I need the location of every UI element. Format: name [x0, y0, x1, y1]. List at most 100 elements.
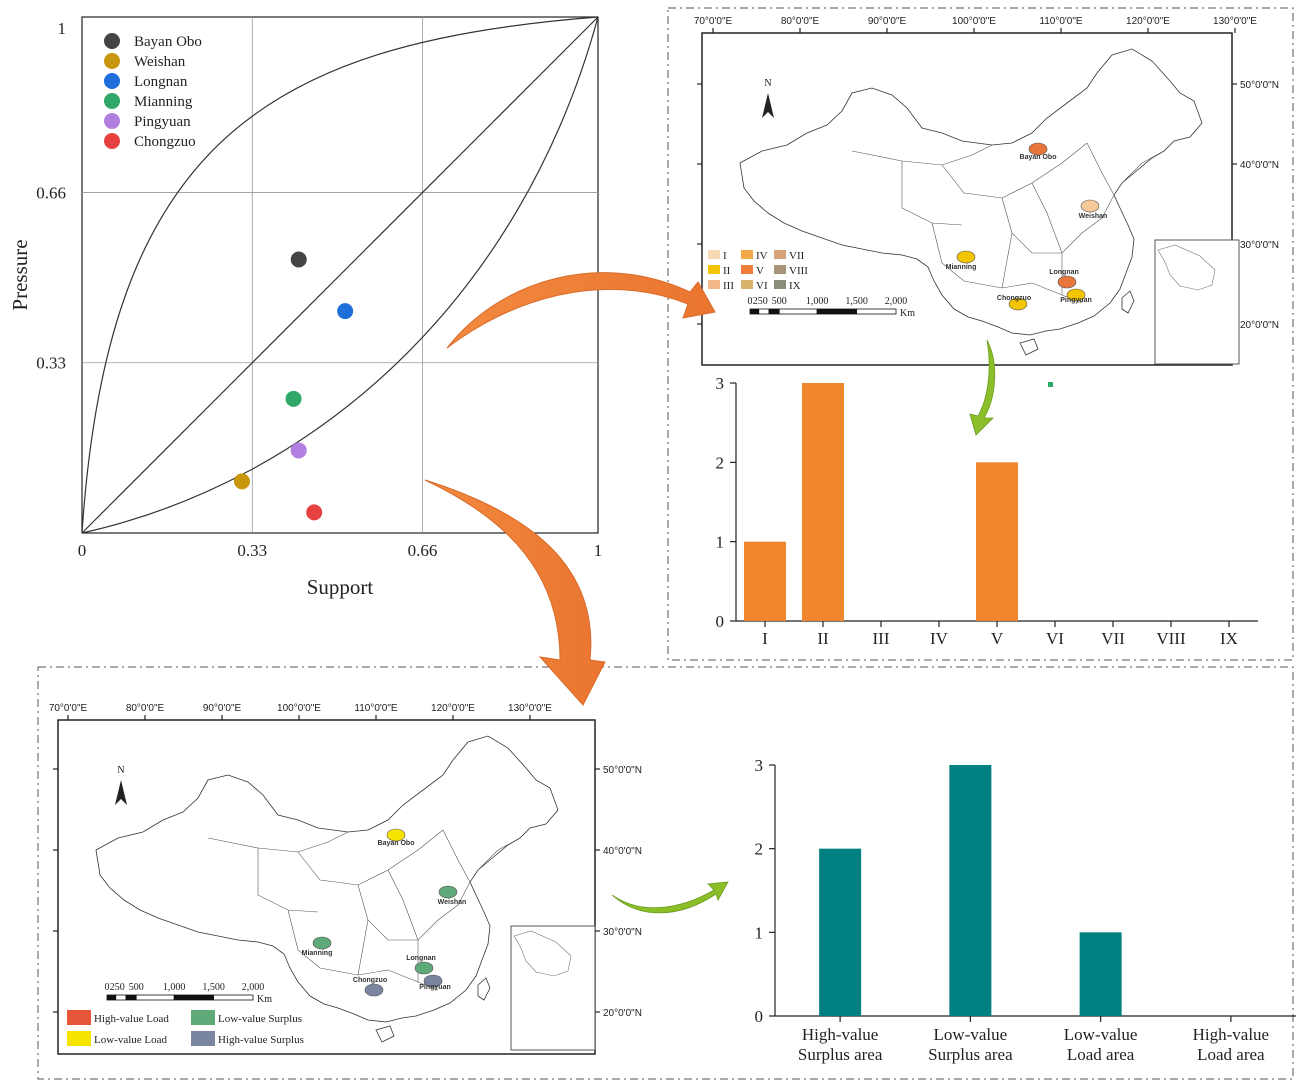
region-legend-swatch	[741, 250, 753, 259]
map-bot-scale-number: 0	[105, 982, 110, 993]
scatter-y-axis-label: Pressure	[8, 239, 32, 310]
legend-label: Longnan	[134, 74, 188, 90]
map-top-north-arrow: N	[762, 78, 774, 118]
bar2-bar	[819, 848, 862, 1016]
bar1-y-tick-label: 1	[716, 533, 725, 552]
site-label: Bayan Obo	[378, 840, 415, 847]
map-top-scale-unit: Km	[900, 308, 915, 319]
map-bot-scale-segment	[135, 994, 175, 1001]
bar1-y-tick-labels: 0 1 2 3	[716, 374, 736, 631]
site-marker-longnan	[414, 961, 434, 975]
map-bottom-longitude-labels: 70°0'0"E 80°0'0"E 90°0'0"E 100°0'0"E 110°0'0…	[49, 703, 552, 720]
map-top-scale-number: 2,000	[885, 296, 908, 307]
scatter-diagonal-line	[81, 16, 599, 534]
legend-label: Mianning	[134, 94, 193, 110]
area-type-legend-swatch	[191, 1010, 215, 1025]
map-bottom-latitude-labels: 50°0'0"N 40°0'0"N 30°0'0"N 20°0'0"N	[53, 765, 642, 1019]
map-bot-scale-number: 1,500	[202, 982, 225, 993]
map-top-inset-south-china-sea	[1154, 239, 1240, 365]
map-bot-scale-segment	[173, 994, 214, 1001]
map-bot-lon-label: 110°0'0"E	[354, 703, 398, 714]
region-legend-swatch	[774, 250, 786, 259]
bar2-x-tick-label: High-value	[802, 1025, 878, 1044]
map-top-sites: Bayan Obo Weishan Mianning Longnan Chongzuo P…	[946, 142, 1107, 311]
orange-arrow-to-top-map-icon	[446, 272, 716, 349]
region-legend-swatch	[708, 280, 720, 289]
map-top-scale-number: 1,500	[845, 296, 868, 307]
site-label: Chongzuo	[997, 295, 1031, 302]
scatter-legend: Bayan Obo Weishan Longnan Mianning Pingyuan C…	[104, 33, 202, 150]
bar2-x-tick-label: Surplus area	[928, 1045, 1013, 1064]
bar2-axes	[774, 765, 1296, 1017]
map-top-scale-segment	[778, 308, 818, 315]
map-top-lon-label: 80°0'0"E	[781, 16, 820, 27]
map-bot-lat-label: 30°0'0"N	[603, 927, 642, 938]
map-bottom-north-label: N	[117, 765, 124, 776]
scatter-x-tick-label: 0.66	[408, 541, 438, 560]
top-right-panel-frame	[667, 7, 1294, 661]
map-top-scale-segment	[758, 308, 770, 315]
scatter-y-tick-label: 1	[58, 19, 67, 38]
bar2-y-tick-label: 3	[755, 756, 764, 775]
region-legend-label: VI	[756, 280, 768, 292]
site-label: Chongzuo	[353, 977, 387, 984]
scatter-chart: 0 0.33 0.66 1 0.33 0.66 1 Bayan Obo Weishan Lon…	[8, 16, 603, 599]
area-type-legend-swatch	[67, 1031, 91, 1046]
map-bot-scale-number: 2,000	[242, 982, 265, 993]
map-top-scale-number: 0	[748, 296, 753, 307]
map-bot-lon-label: 100°0'0"E	[277, 703, 321, 714]
bar1-x-tick-label: I	[762, 629, 768, 648]
bar2-x-tick-label: High-value	[1193, 1025, 1269, 1044]
region-legend-swatch	[741, 265, 753, 274]
region-legend-label: VIII	[789, 265, 808, 277]
scatter-y-ticks: 0.33 0.66 1	[36, 19, 66, 373]
legend-label: Pingyuan	[134, 114, 191, 130]
map-bot-scale-number: 250	[110, 982, 125, 993]
scatter-x-tick-label: 1	[594, 541, 603, 560]
map-top-north-label: N	[764, 78, 771, 89]
bar1-stray-marker	[1048, 382, 1053, 387]
map-bottom-china-outline	[95, 735, 559, 1043]
site-marker-chongzuo	[364, 983, 384, 997]
scatter-points	[233, 251, 354, 521]
area-type-legend-label: High-value Load	[94, 1013, 169, 1025]
site-label: Longnan	[406, 955, 436, 962]
map-bottom-inset-coast	[513, 930, 572, 977]
legend-marker	[104, 53, 120, 69]
legend-marker	[104, 73, 120, 89]
map-top-scale-number: 1,000	[806, 296, 829, 307]
map-bot-scale-segment	[125, 994, 137, 1001]
map-top-lat-label: 40°0'0"N	[1240, 160, 1279, 171]
site-marker-weishan	[438, 885, 458, 899]
region-legend-swatch	[708, 250, 720, 259]
map-top-lon-label: 120°0'0"E	[1126, 16, 1170, 27]
site-label: Bayan Obo	[1020, 154, 1057, 161]
area-type-legend-label: High-value Surplus	[218, 1034, 304, 1046]
bottom-panel-frame	[37, 666, 1294, 1080]
region-legend-swatch	[774, 265, 786, 274]
site-label: Mianning	[302, 950, 333, 957]
area-type-legend-label: Low-value Load	[94, 1034, 167, 1046]
area-type-legend-swatch	[67, 1010, 91, 1025]
map-top: 70°0'0"E 80°0'0"E 90°0'0"E 100°0'0"E 110°0'0…	[694, 16, 1279, 366]
site-marker-bayan-obo	[1028, 142, 1048, 156]
map-top-lon-label: 100°0'0"E	[952, 16, 996, 27]
map-top-scale-number: 500	[772, 296, 787, 307]
green-arrow-bottom-icon	[611, 881, 729, 914]
scatter-lower-curve	[81, 16, 599, 534]
north-arrow-icon	[762, 93, 774, 118]
map-top-lat-label: 50°0'0"N	[1240, 80, 1279, 91]
scatter-point-chongzuo	[306, 504, 323, 521]
scatter-x-tick-label: 0	[78, 541, 87, 560]
bar1-x-tick-label: VI	[1046, 629, 1064, 648]
scatter-point-weishan	[233, 473, 250, 490]
scatter-envelope-curves	[81, 16, 599, 534]
map-top-lon-label: 70°0'0"E	[694, 16, 733, 27]
scatter-y-tick-label: 0.33	[36, 354, 66, 373]
north-arrow-icon	[115, 780, 127, 805]
site-marker-weishan	[1080, 199, 1100, 213]
